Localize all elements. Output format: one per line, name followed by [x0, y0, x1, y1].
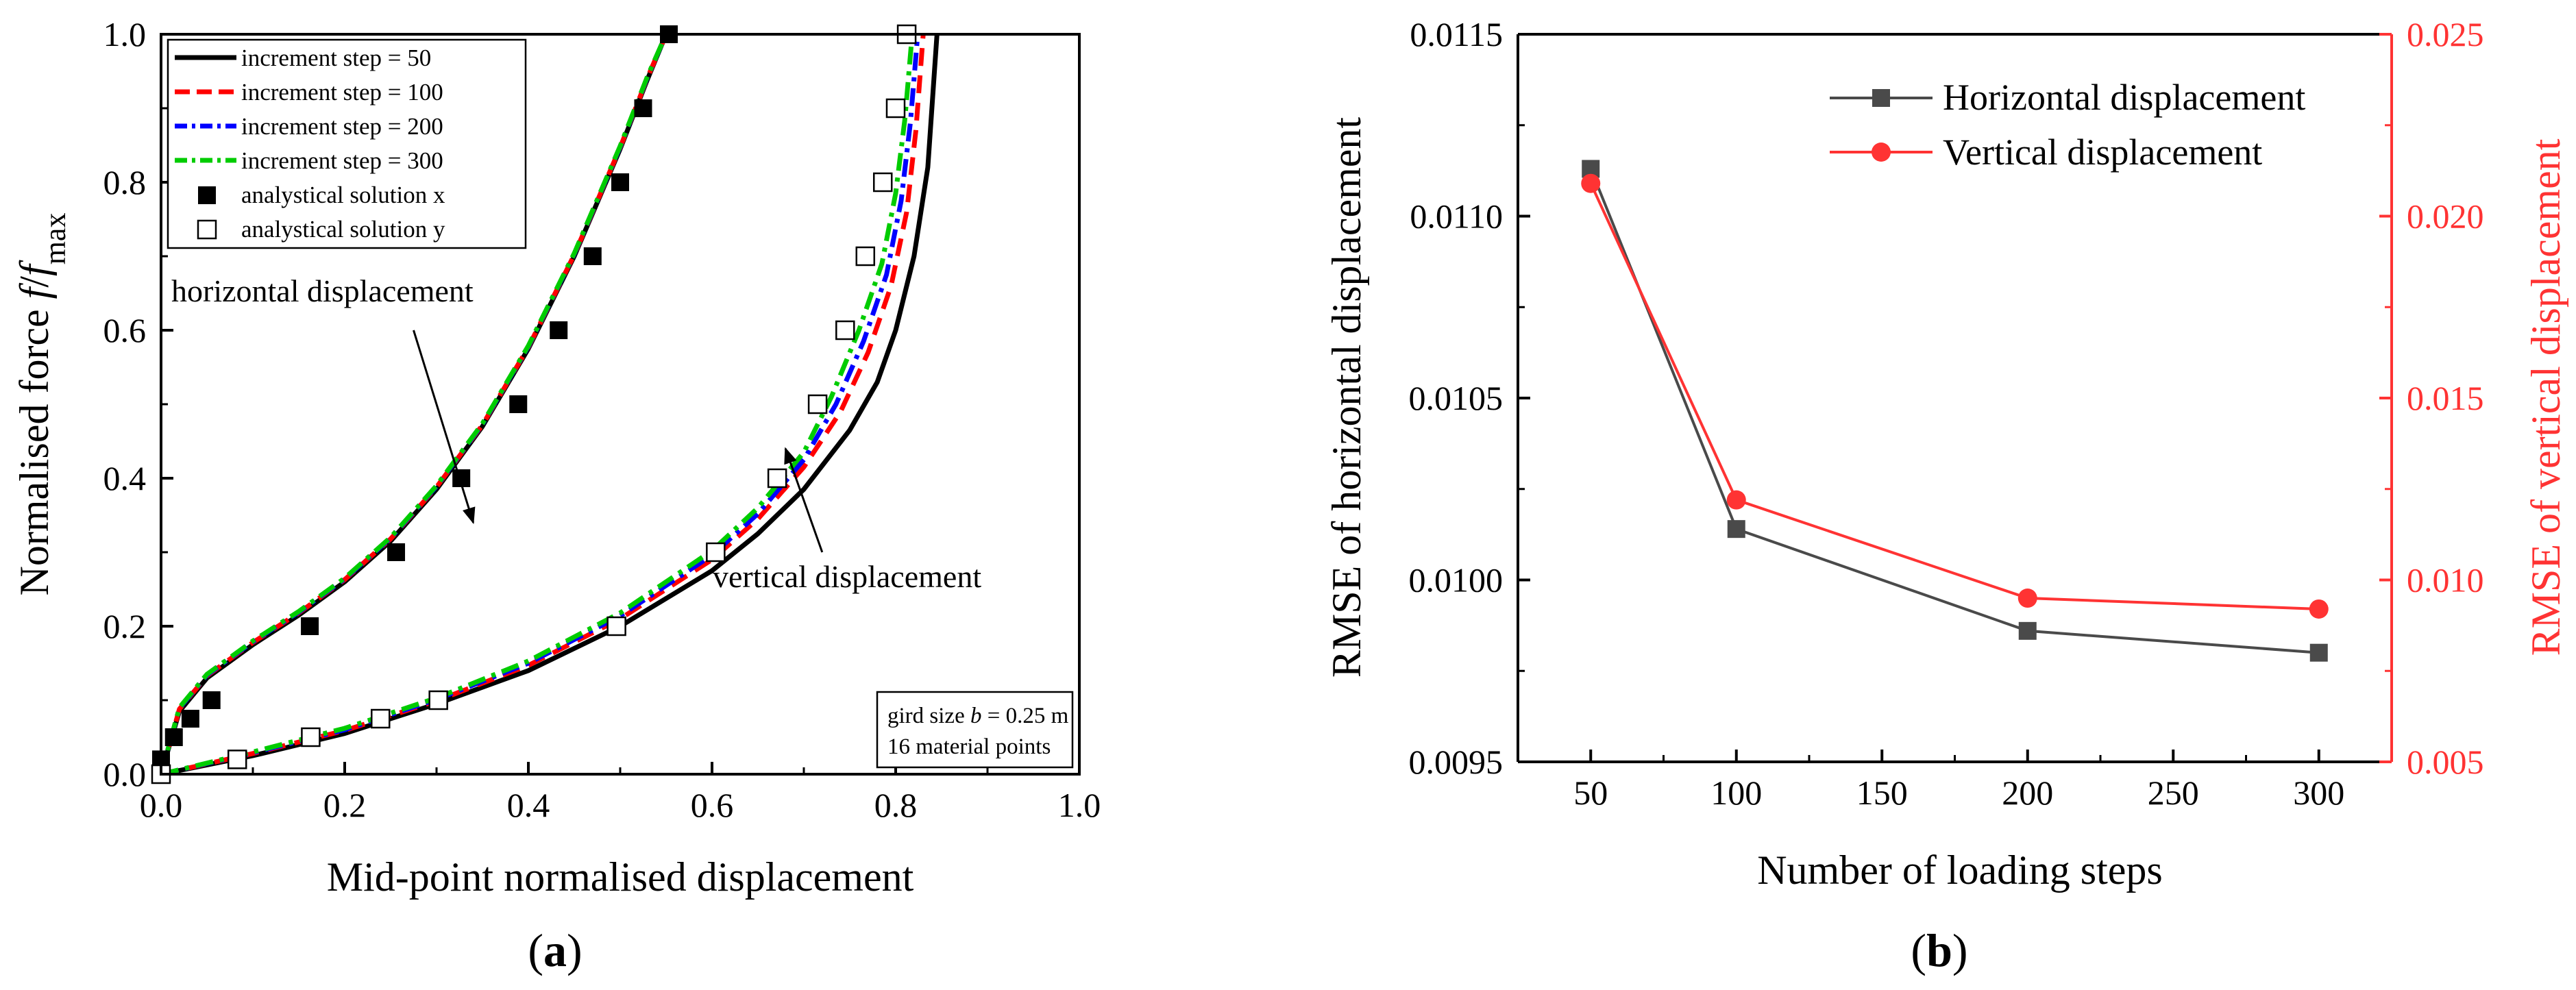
point-solution-x: [181, 710, 199, 728]
chart-b-xtick-label: 150: [1856, 774, 1908, 812]
chart-a-ytick-label: 0.6: [103, 311, 147, 349]
chart-a-xlabel: Mid-point normalised displacement: [327, 854, 914, 900]
chart-b-xtick-label: 100: [1710, 774, 1762, 812]
point-solution-y: [885, 98, 906, 119]
point-solution-y: [706, 542, 726, 562]
chart-a-legend: increment step = 50 increment step = 100…: [167, 38, 527, 249]
point-horizontal: [2309, 643, 2328, 662]
chart-b-xtick-label: 300: [2293, 774, 2344, 812]
chart-b-ytick-right-label: 0.020: [2407, 197, 2484, 236]
chart-b-xlabel: Number of loading steps: [1757, 847, 2163, 893]
legend-a-marker-solution-y: [197, 219, 217, 240]
chart-a-xtick-label: 0.4: [507, 786, 550, 824]
chart-a-ylabel: Normalised force f/fmax: [12, 213, 72, 596]
legend-b-marker-vertical: [1872, 143, 1891, 162]
chart-b-xtick-label: 200: [2002, 774, 2053, 812]
chart-a-xtick-label: 1.0: [1058, 786, 1101, 824]
chart-a-ytick-label: 1.0: [103, 15, 147, 53]
point-solution-y: [872, 172, 893, 193]
chart-b-ytick-left-label: 0.0100: [1409, 561, 1504, 599]
chart-a-ytick-label: 0.8: [103, 163, 147, 201]
legend-a-label-200: increment step = 200: [241, 113, 443, 140]
point-vertical: [2017, 589, 2037, 608]
legend-a-label-300: increment step = 300: [241, 147, 443, 174]
chart-b-data-layer: [1581, 160, 2329, 662]
chart-a-note-line1: gird size b = 0.25 m: [887, 704, 1069, 728]
point-solution-x: [301, 617, 319, 635]
chart-a-panel-label: (a): [528, 924, 582, 976]
point-vertical: [1581, 173, 1601, 193]
point-vertical: [1726, 490, 1746, 510]
chart-b-ylabel-left: RMSE of horizontal displacement: [1324, 117, 1369, 678]
point-solution-x: [550, 321, 568, 339]
point-solution-y: [301, 727, 321, 747]
chart-a-ytick-label: 0.2: [103, 607, 147, 645]
legend-a-label-solution-y: analystical solution y: [241, 216, 445, 243]
chart-b-xtick-label: 250: [2148, 774, 2199, 812]
arrow-vertical-displacement: [784, 447, 824, 553]
series-line-horizontal: [1589, 168, 2319, 654]
point-solution-y: [767, 468, 787, 488]
chart-a-xtick-label: 0.0: [140, 786, 183, 824]
chart-b-ylabel-right: RMSE of vertical displacement: [2523, 138, 2568, 656]
point-solution-y: [371, 708, 391, 729]
legend-b-label-vertical: Vertical displacement: [1943, 132, 2262, 173]
chart-a-xtick-label: 0.8: [874, 786, 918, 824]
legend-b-label-horizontal: Horizontal displacement: [1943, 77, 2305, 118]
point-solution-x: [634, 99, 652, 117]
chart-a-ytick-label: 0.4: [103, 459, 147, 497]
chart-a-legend-box: [167, 38, 527, 249]
point-solution-x: [509, 395, 528, 413]
point-solution-x: [611, 173, 629, 191]
legend-b-marker-horizontal: [1872, 89, 1890, 107]
point-solution-x: [164, 728, 183, 746]
point-solution-y: [428, 690, 448, 710]
series-line-3-horizontal: [158, 33, 669, 775]
point-solution-y: [835, 320, 855, 341]
legend-a-label-100: increment step = 100: [241, 79, 443, 106]
point-horizontal: [1727, 520, 1745, 539]
chart-b-ytick-right-label: 0.015: [2407, 379, 2484, 417]
chart-b-ytick-right-label: 0.010: [2407, 561, 2484, 599]
chart-a-note-box: [876, 691, 1074, 769]
chart-b: 50 100 150 200 250 300 0.0095 0.0100 0.0105 0.011…: [1324, 15, 2568, 976]
point-solution-y: [227, 750, 247, 769]
chart-a-xtick-label: 0.2: [323, 786, 367, 824]
annotation-horizontal-displacement: horizontal displacement: [171, 273, 474, 308]
chart-b-ytick-right-label: 0.025: [2407, 15, 2484, 53]
point-solution-x: [387, 543, 406, 561]
chart-b-legend: Horizontal displacement Vertical displac…: [1830, 77, 2305, 173]
chart-b-ytick-right-label: 0.005: [2407, 743, 2484, 781]
chart-b-ytick-left-label: 0.0115: [1410, 15, 1503, 53]
point-vertical: [2309, 599, 2329, 619]
chart-b-panel-label: (b): [1911, 924, 1967, 976]
point-solution-x: [583, 247, 602, 265]
series-line-vertical: [1589, 182, 2319, 610]
annotation-vertical-displacement: vertical displacement: [713, 559, 981, 594]
chart-a: 0.0 0.2 0.4 0.6 0.8 1.0 0.0 0.2 0.4 0.6 0.8 1.0 Nor…: [12, 15, 1101, 976]
legend-a-label-50: increment step = 50: [241, 45, 431, 71]
point-solution-y: [606, 616, 626, 636]
point-horizontal: [2018, 621, 2037, 640]
chart-a-xtick-label: 0.6: [691, 786, 734, 824]
chart-a-note-line2: 16 material points: [887, 734, 1051, 759]
chart-b-ticks: 50 100 150 200 250 300 0.0095 0.0100 0.0105 0.011…: [1409, 15, 2484, 812]
arrow-horizontal-displacement: [413, 330, 476, 525]
chart-a-data-layer: [151, 24, 940, 784]
chart-a-ytick-label: 0.0: [103, 755, 147, 793]
point-solution-y: [855, 246, 876, 267]
chart-b-ytick-left-label: 0.0110: [1410, 197, 1503, 236]
legend-a-marker-solution-x: [198, 186, 216, 204]
chart-b-xtick-label: 50: [1573, 774, 1608, 812]
chart-b-ytick-left-label: 0.0095: [1409, 743, 1504, 781]
legend-a-label-solution-x: analystical solution x: [241, 182, 445, 208]
chart-a-ticks: 0.0 0.2 0.4 0.6 0.8 1.0 0.0 0.2 0.4 0.6 0.8 1.0: [103, 15, 1101, 824]
point-solution-x: [202, 691, 221, 709]
chart-b-ytick-left-label: 0.0105: [1409, 379, 1504, 417]
point-solution-y: [807, 394, 828, 414]
